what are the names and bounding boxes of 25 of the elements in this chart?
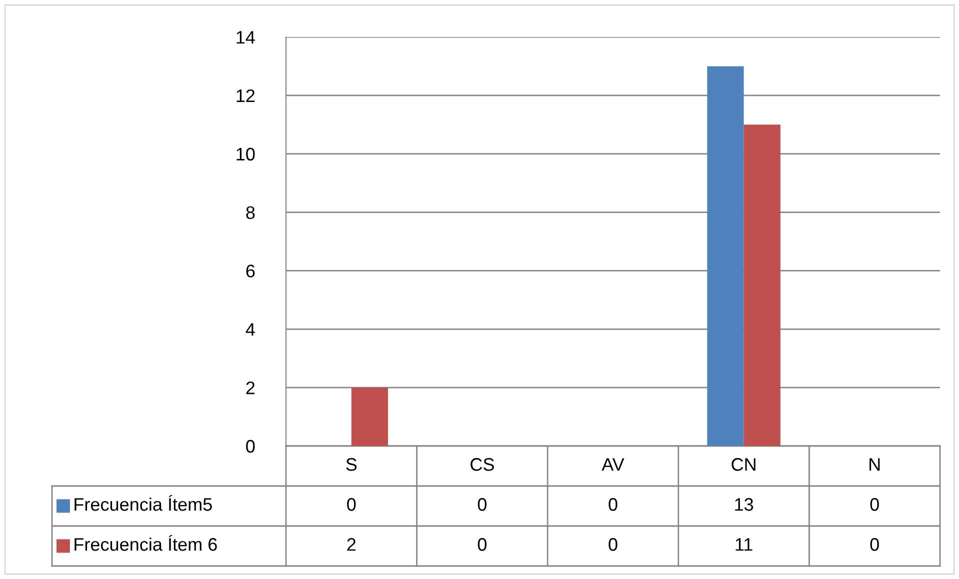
y-tick-label: 12 bbox=[236, 89, 255, 102]
data-label: 0 bbox=[870, 538, 879, 551]
data-label: 0 bbox=[478, 538, 487, 551]
data-label: 0 bbox=[478, 498, 487, 511]
x-tick-label: S bbox=[346, 458, 357, 471]
y-tick-label: 6 bbox=[246, 264, 255, 278]
y-tick-label: 14 bbox=[236, 31, 255, 44]
data-label: 0 bbox=[870, 498, 879, 511]
data-label: 0 bbox=[347, 498, 356, 511]
data-label: 0 bbox=[608, 538, 618, 551]
legend-label: Frecuencia Ítem5 bbox=[74, 495, 212, 511]
y-tick-label: 10 bbox=[236, 148, 255, 161]
x-tick-label: N bbox=[870, 458, 880, 471]
y-tick-label: 2 bbox=[246, 382, 255, 394]
y-tick-label: 8 bbox=[246, 206, 255, 220]
x-tick-label: CS bbox=[470, 458, 494, 471]
x-tick-label: CN bbox=[732, 458, 756, 471]
y-tick-label: 0 bbox=[246, 440, 255, 453]
y-tick-label: 4 bbox=[246, 323, 255, 336]
data-label: 11 bbox=[736, 538, 752, 551]
legend-label: Frecuencia Ítem 6 bbox=[74, 535, 217, 551]
data-label: 13 bbox=[735, 498, 754, 511]
x-tick-label: AV bbox=[602, 458, 624, 471]
data-label: 2 bbox=[347, 538, 356, 551]
data-label: 0 bbox=[608, 498, 618, 511]
